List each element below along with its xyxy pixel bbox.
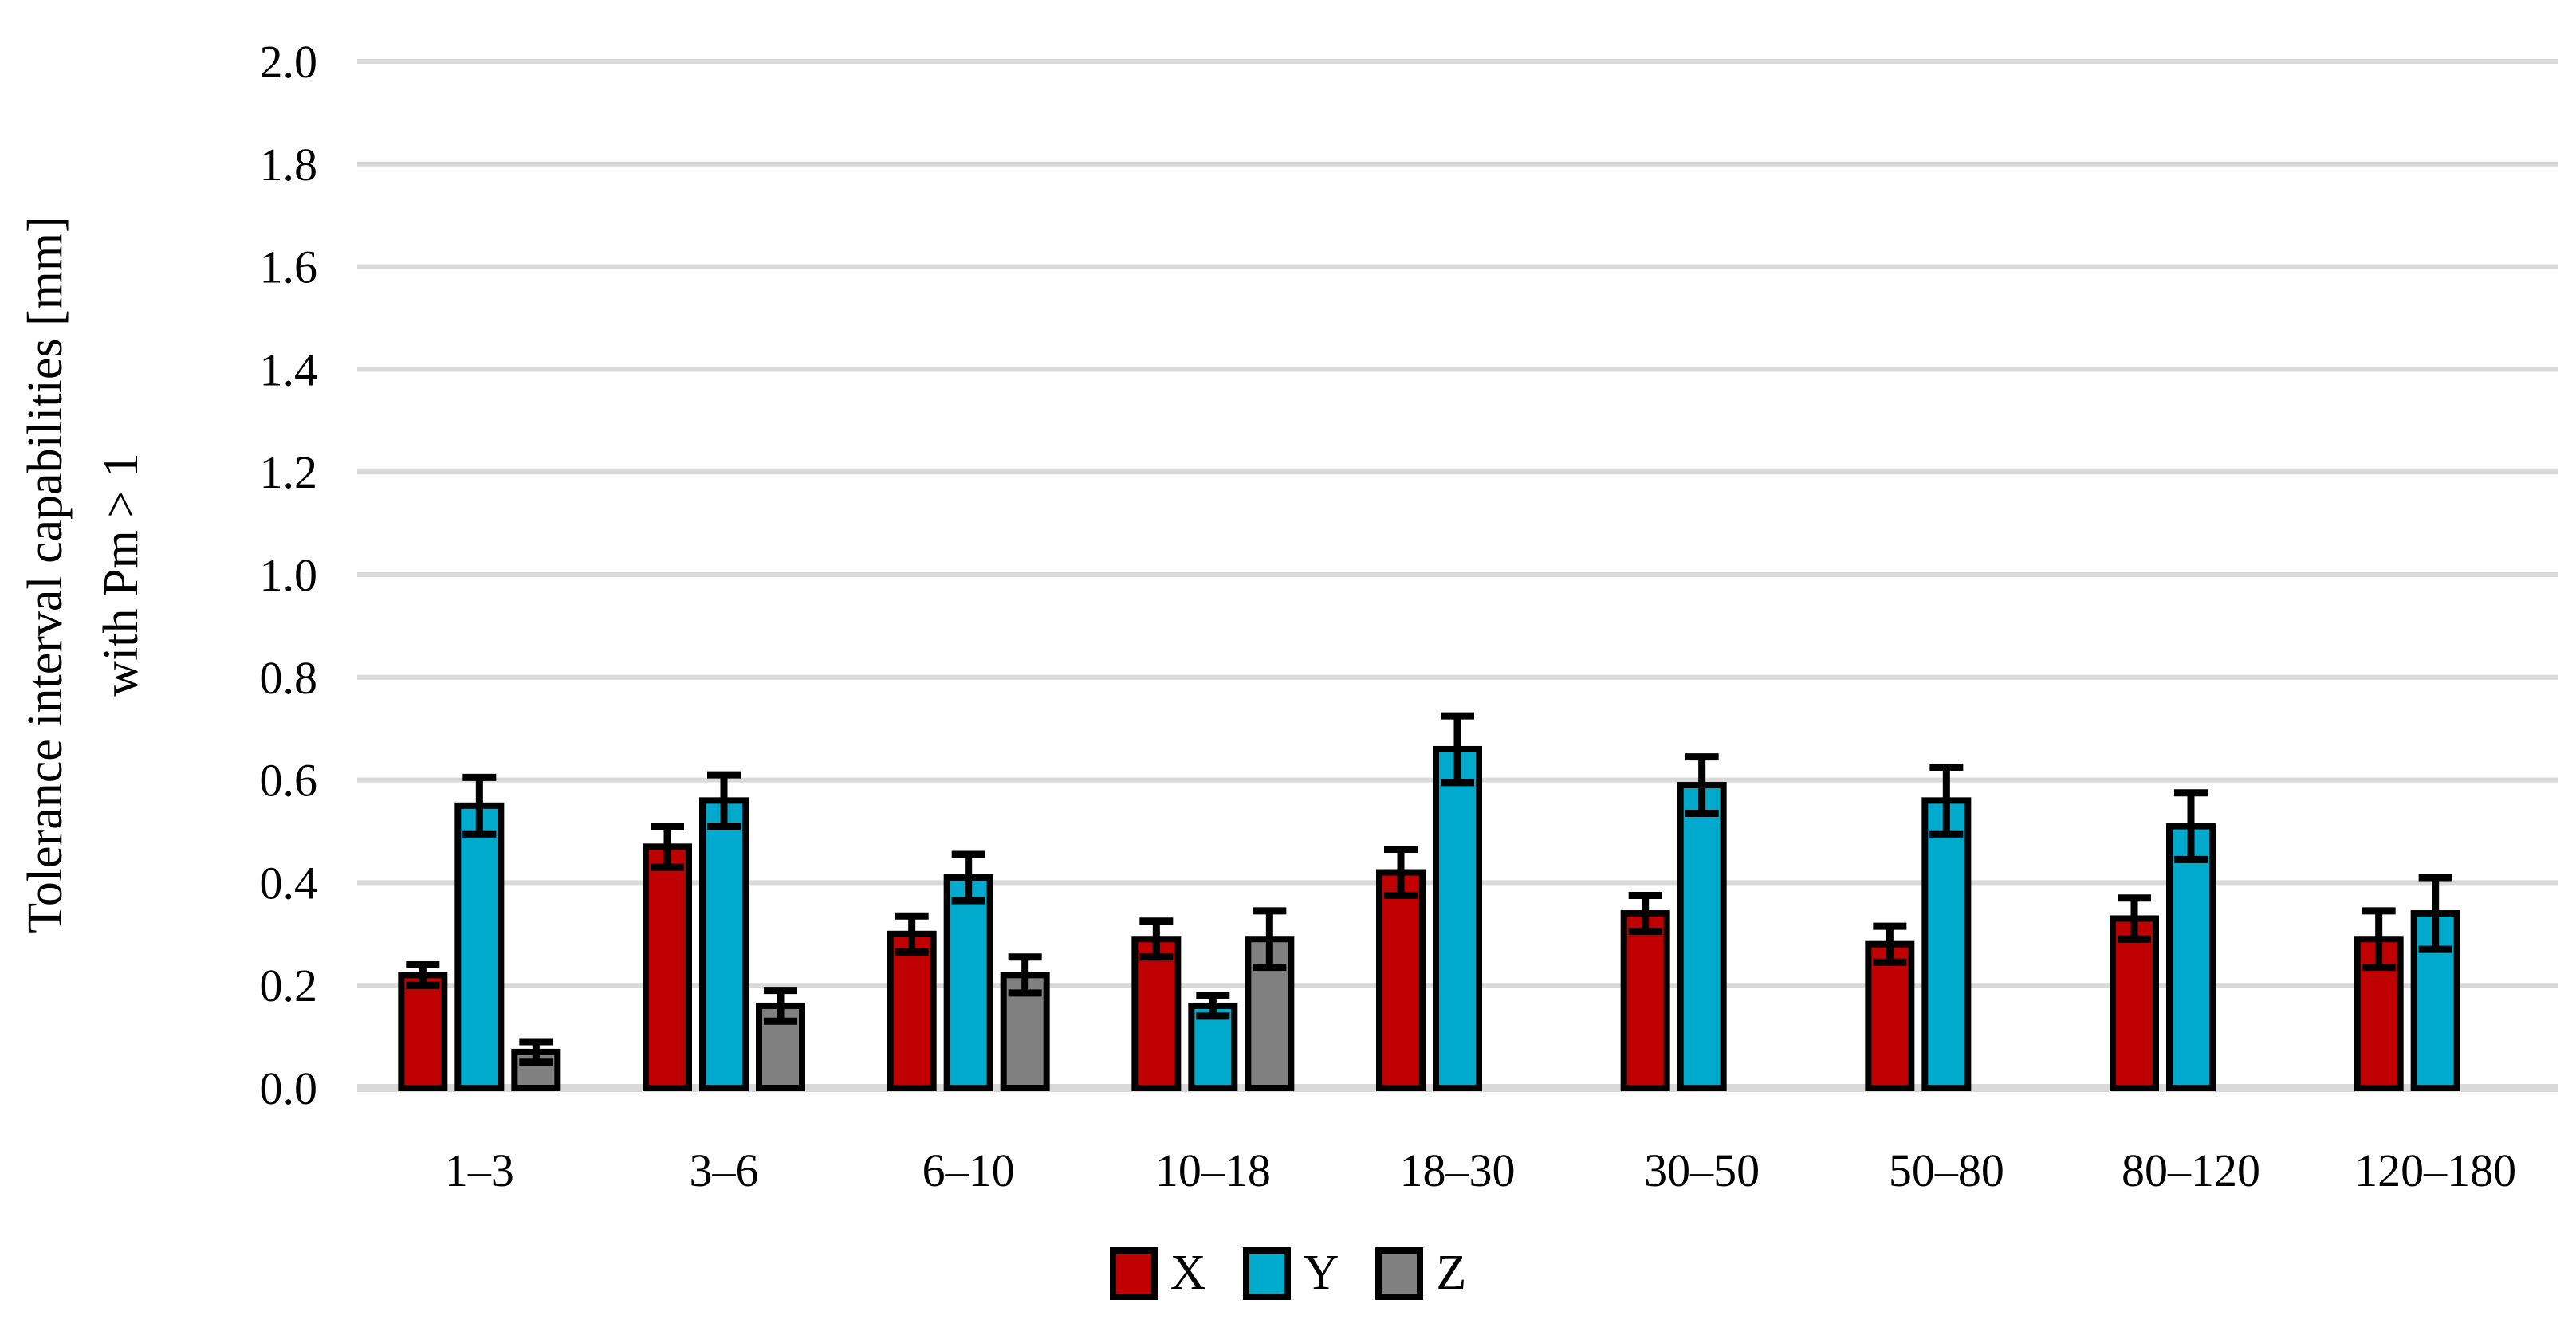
y-tick-label: 0.8	[260, 652, 318, 704]
legend-item-y: Y	[1242, 1245, 1339, 1302]
x-tick-label: 120–180	[2354, 1145, 2516, 1196]
y-tick-label: 1.4	[260, 344, 318, 395]
legend-swatch-x	[1109, 1247, 1158, 1300]
y-tick-label: 2.0	[260, 36, 318, 88]
bar-Y-80–120	[2166, 823, 2216, 1092]
y-tick-label: 1.2	[260, 446, 318, 498]
y-tick-label: 0.6	[260, 755, 318, 807]
bar-X-50–80	[1865, 940, 1915, 1092]
legend-swatch-z	[1375, 1247, 1424, 1300]
y-tick-label: 0.4	[260, 857, 318, 909]
bar-X-10–18	[1131, 936, 1182, 1091]
bar-Y-6–10	[943, 874, 993, 1091]
bar-Y-1–3	[454, 802, 505, 1091]
bar-Y-30–50	[1677, 782, 1727, 1091]
bar-Y-50–80	[1921, 797, 1972, 1091]
x-tick-label: 80–120	[2122, 1145, 2260, 1196]
bar-Y-18–30	[1433, 745, 1482, 1092]
legend-label-y: Y	[1303, 1246, 1339, 1300]
y-tick-label: 1.8	[260, 139, 318, 190]
y-tick-label: 1.6	[260, 242, 318, 293]
legend-label-x: X	[1170, 1246, 1206, 1300]
y-tick-label: 1.0	[260, 549, 318, 601]
x-tick-label: 18–30	[1400, 1145, 1516, 1196]
bar-X-30–50	[1620, 910, 1670, 1092]
bar-X-3–6	[643, 843, 692, 1091]
bar-X-1–3	[398, 972, 448, 1091]
y-tick-label: 0.2	[260, 960, 318, 1011]
legend-label-z: Z	[1436, 1246, 1467, 1300]
bar-X-6–10	[887, 930, 937, 1092]
bar-X-80–120	[2110, 915, 2159, 1091]
x-tick-label: 1–3	[445, 1145, 514, 1196]
x-tick-label: 30–50	[1644, 1145, 1760, 1196]
x-tick-label: 6–10	[922, 1145, 1015, 1196]
legend: X Y Z	[0, 1245, 2576, 1302]
bar-Y-3–6	[699, 797, 749, 1091]
bar-X-18–30	[1376, 869, 1426, 1092]
legend-item-x: X	[1109, 1245, 1206, 1302]
x-tick-label: 10–18	[1155, 1145, 1271, 1196]
legend-item-z: Z	[1375, 1245, 1466, 1302]
legend-swatch-y	[1242, 1247, 1291, 1300]
x-tick-label: 3–6	[690, 1145, 759, 1196]
x-tick-label: 50–80	[1889, 1145, 2004, 1196]
y-tick-label: 0.0	[260, 1062, 318, 1114]
